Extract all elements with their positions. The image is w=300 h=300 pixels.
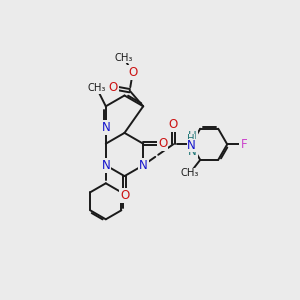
Text: O: O bbox=[128, 66, 137, 79]
Text: H
N: H N bbox=[188, 130, 197, 158]
Text: O: O bbox=[169, 118, 178, 131]
Text: CH₃: CH₃ bbox=[115, 53, 133, 63]
Text: CH₃: CH₃ bbox=[88, 83, 106, 93]
Text: F: F bbox=[240, 138, 247, 151]
Text: O: O bbox=[158, 137, 167, 150]
Text: N: N bbox=[139, 159, 148, 172]
Text: N: N bbox=[101, 122, 110, 134]
Text: N: N bbox=[101, 159, 110, 172]
Text: O: O bbox=[120, 189, 129, 202]
Text: O: O bbox=[109, 81, 118, 94]
Text: H: H bbox=[188, 134, 195, 144]
Text: CH₃: CH₃ bbox=[181, 168, 199, 178]
Text: N: N bbox=[187, 139, 196, 152]
